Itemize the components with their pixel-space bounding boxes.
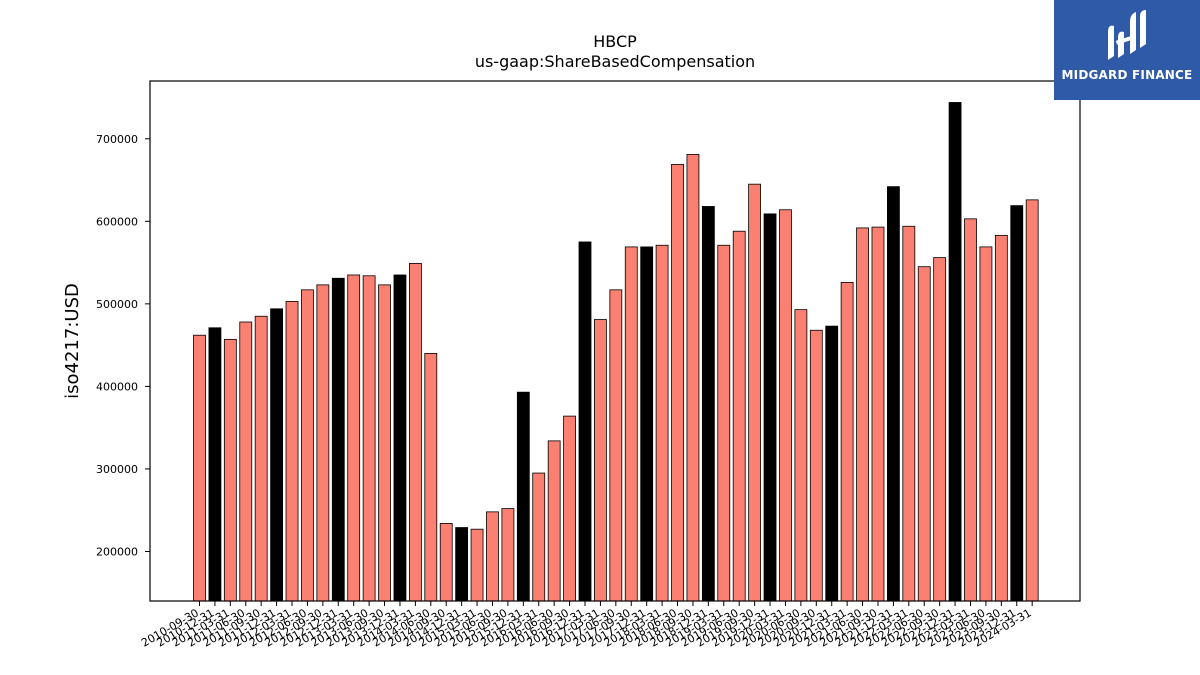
bar bbox=[933, 257, 947, 602]
bar bbox=[887, 186, 900, 602]
y-axis-label: iso4217:USD bbox=[62, 283, 83, 399]
bar bbox=[301, 289, 314, 602]
bar bbox=[1010, 205, 1024, 602]
plot-frame bbox=[149, 80, 1081, 602]
bar bbox=[516, 391, 530, 602]
bar bbox=[547, 440, 561, 602]
y-tick-label: 400000 bbox=[96, 380, 138, 393]
bar bbox=[640, 246, 654, 602]
bar bbox=[316, 284, 330, 602]
bar bbox=[254, 315, 268, 602]
bar bbox=[840, 281, 854, 602]
bar bbox=[239, 321, 253, 602]
chart-subtitle: us-gaap:ShareBasedCompensation bbox=[474, 52, 756, 71]
bar bbox=[362, 275, 376, 602]
bar bbox=[424, 352, 438, 602]
bar bbox=[856, 227, 869, 602]
bar bbox=[378, 284, 391, 602]
bar bbox=[532, 472, 546, 602]
bar bbox=[902, 225, 916, 602]
bar bbox=[270, 308, 284, 602]
bar bbox=[594, 319, 607, 602]
bar bbox=[732, 230, 746, 602]
bar bbox=[285, 300, 299, 602]
bar bbox=[779, 209, 792, 602]
bar bbox=[439, 523, 453, 602]
bar bbox=[917, 266, 931, 602]
bar bbox=[486, 511, 499, 602]
bar bbox=[655, 244, 669, 602]
bar bbox=[948, 102, 962, 602]
bar bbox=[686, 154, 700, 602]
bar bbox=[671, 163, 684, 602]
bar bbox=[455, 527, 469, 602]
midgard-logo-icon bbox=[1108, 10, 1146, 61]
bar bbox=[331, 277, 345, 602]
bar bbox=[994, 234, 1008, 602]
bar bbox=[208, 327, 222, 602]
bar bbox=[763, 213, 777, 602]
bar bbox=[964, 218, 977, 602]
bar bbox=[717, 244, 731, 602]
bar bbox=[809, 329, 823, 602]
bar bbox=[871, 226, 885, 602]
bar bbox=[609, 289, 623, 602]
bar bbox=[193, 334, 206, 602]
bar bbox=[408, 263, 422, 602]
y-tick-label: 600000 bbox=[96, 215, 138, 228]
bar bbox=[393, 274, 407, 602]
bar bbox=[794, 309, 808, 602]
y-tick-label: 300000 bbox=[96, 463, 138, 476]
bar bbox=[979, 246, 993, 602]
brand-logo: MIDGARD FINANCE bbox=[1054, 0, 1200, 100]
bar bbox=[223, 338, 237, 602]
bar bbox=[1025, 199, 1039, 602]
chart-title: HBCP bbox=[593, 32, 637, 51]
bar bbox=[624, 246, 638, 602]
y-tick-label: 700000 bbox=[96, 133, 138, 146]
bar bbox=[501, 508, 515, 602]
bar bbox=[347, 274, 361, 602]
bar bbox=[825, 325, 839, 602]
brand-name: MIDGARD FINANCE bbox=[1061, 68, 1193, 82]
y-tick-label: 200000 bbox=[96, 545, 138, 558]
bar bbox=[748, 183, 762, 602]
y-tick-label: 500000 bbox=[96, 298, 138, 311]
bar bbox=[563, 415, 576, 602]
bar bbox=[470, 528, 484, 602]
bar bbox=[578, 241, 592, 602]
bar bbox=[701, 206, 715, 602]
